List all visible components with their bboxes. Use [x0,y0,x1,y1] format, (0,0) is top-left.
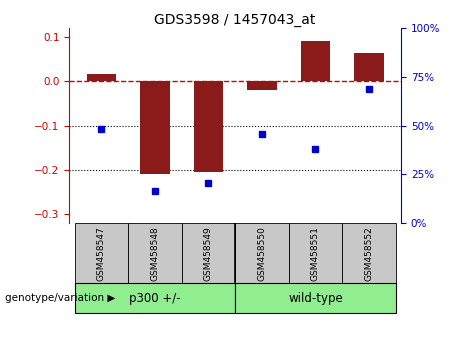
Bar [301,41,330,81]
Text: GSM458552: GSM458552 [365,226,373,281]
Text: genotype/variation ▶: genotype/variation ▶ [5,293,115,303]
Bar [75,283,235,313]
Text: GSM458547: GSM458547 [97,226,106,281]
Text: GSM458549: GSM458549 [204,226,213,281]
Bar [342,223,396,283]
Text: GSM458550: GSM458550 [257,226,266,281]
Text: GSM458548: GSM458548 [150,226,160,281]
Bar [75,223,128,283]
Title: GDS3598 / 1457043_at: GDS3598 / 1457043_at [154,13,316,27]
Bar [235,223,289,283]
Bar [289,223,342,283]
Bar [235,283,396,313]
Bar [182,223,235,283]
Bar [354,53,384,81]
Bar [247,81,277,90]
Bar [128,223,182,283]
Text: p300 +/-: p300 +/- [129,292,181,305]
Text: GSM458551: GSM458551 [311,226,320,281]
Bar [140,81,170,174]
Bar [194,81,223,172]
Text: wild-type: wild-type [288,292,343,305]
Bar [87,74,116,81]
